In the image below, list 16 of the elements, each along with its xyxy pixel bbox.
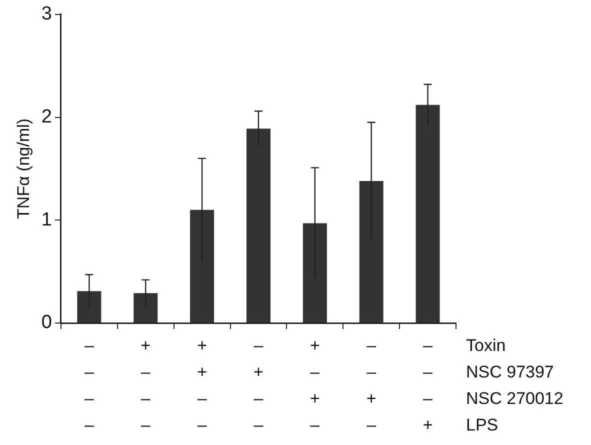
- text: NSC 270012: [466, 388, 564, 408]
- y-tick-label: 1: [41, 209, 52, 230]
- x-tick-label: + – – –: [140, 336, 151, 434]
- y-axis-title: TNFα (ng/ml): [14, 118, 33, 219]
- y-tick-label: 3: [41, 4, 52, 25]
- text: LPS: [466, 415, 498, 434]
- text: NSC 97397: [466, 362, 554, 382]
- y-tick-label: 2: [41, 106, 52, 128]
- x-tick-label: – – – +: [422, 336, 434, 434]
- x-tick-label: + + – –: [197, 336, 208, 434]
- x-tick-label: – – + –: [366, 336, 377, 434]
- text: Toxin: [466, 336, 506, 355]
- x-tick-label: – + – –: [254, 336, 264, 434]
- y-tick-label: 0: [41, 312, 52, 334]
- x-tick-label: – – – –: [84, 336, 94, 434]
- x-tick-label: + – + –: [310, 336, 320, 434]
